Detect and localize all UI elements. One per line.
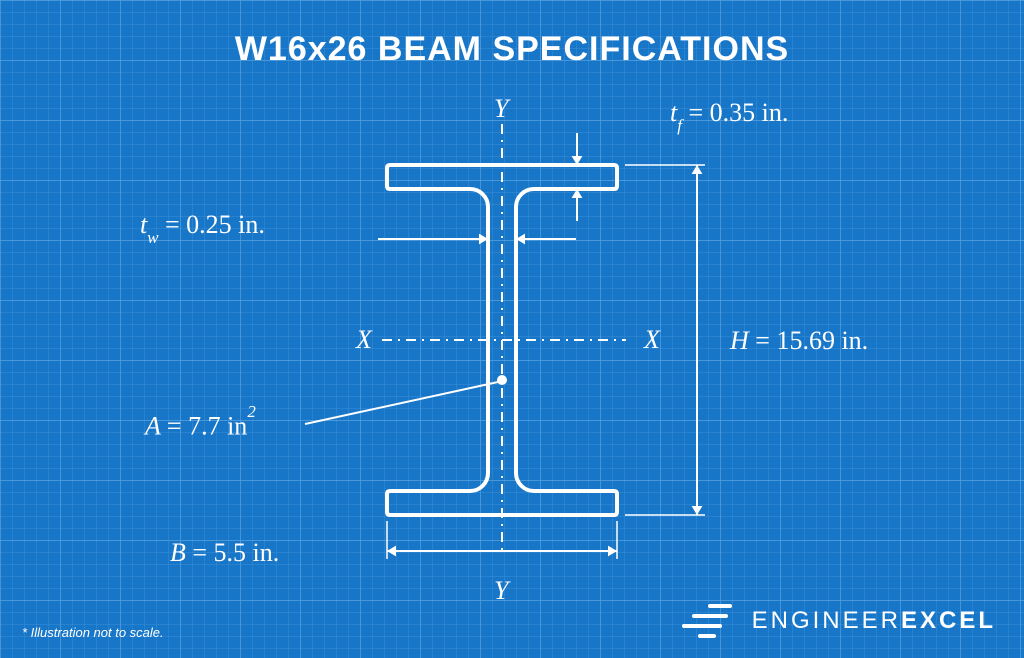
axis-label-x-left: X [356, 325, 372, 355]
axis-label-y-bottom: Y [494, 576, 508, 606]
logo-lines-icon [680, 602, 740, 640]
logo-text-bold: EXCEL [901, 607, 996, 634]
axis-label-x-right: X [644, 325, 660, 355]
logo-text-light: ENGINEER [752, 607, 901, 634]
blueprint-canvas: W16x26 BEAM SPECIFICATIONS Y Y X X tf = … [0, 0, 1024, 658]
brand-logo: ENGINEEREXCEL [680, 602, 996, 640]
logo-text: ENGINEEREXCEL [752, 607, 996, 635]
dim-B: B = 5.5 in. [170, 538, 279, 568]
dim-H: H = 15.69 in. [730, 326, 868, 356]
axis-label-y-top: Y [494, 94, 508, 124]
footnote: * Illustration not to scale. [22, 625, 164, 640]
dim-A: A = 7.7 in2 [145, 410, 256, 442]
diagram-layer [0, 0, 1024, 658]
dim-tf: tf = 0.35 in. [670, 98, 788, 132]
dim-tw: tw = 0.25 in. [140, 210, 265, 244]
